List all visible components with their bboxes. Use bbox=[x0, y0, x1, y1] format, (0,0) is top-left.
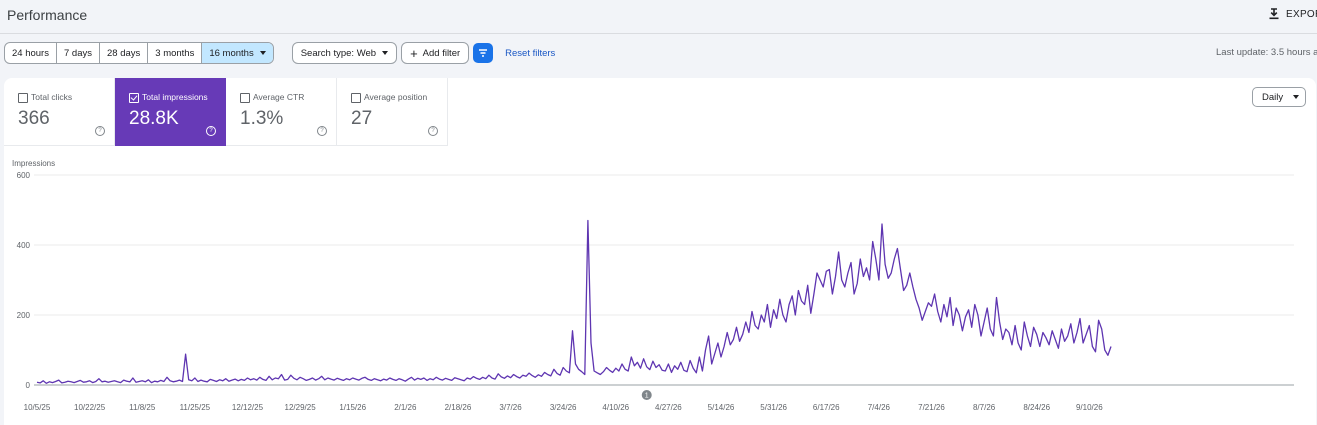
date-range-group: 24 hours 7 days 28 days 3 months 16 mont… bbox=[4, 42, 274, 64]
annotation-label: 1 bbox=[645, 393, 649, 400]
metric-value: 1.3% bbox=[240, 108, 284, 129]
x-tick-label: 10/5/25 bbox=[24, 403, 51, 412]
help-icon[interactable]: ? bbox=[317, 126, 327, 136]
x-tick-label: 1/15/26 bbox=[339, 403, 366, 412]
help-icon[interactable]: ? bbox=[206, 126, 216, 136]
y-axis-ticks: 0 200 400 600 bbox=[17, 171, 31, 390]
top-bar: Performance EXPORT bbox=[0, 0, 1317, 32]
metric-label: Total clicks bbox=[31, 92, 73, 102]
x-tick-label: 7/21/26 bbox=[918, 403, 945, 412]
checkbox[interactable] bbox=[351, 93, 361, 103]
x-tick-label: 12/12/25 bbox=[232, 403, 264, 412]
filter-settings-button[interactable] bbox=[473, 43, 494, 63]
metric-value: 366 bbox=[18, 108, 50, 129]
filter-bar: 24 hours 7 days 28 days 3 months 16 mont… bbox=[4, 42, 555, 64]
reset-filters-link[interactable]: Reset filters bbox=[505, 47, 556, 59]
x-tick-label: 9/10/26 bbox=[1076, 403, 1103, 412]
y-axis-label: Impressions bbox=[12, 159, 55, 168]
chevron-down-icon bbox=[259, 51, 266, 55]
help-icon[interactable]: ? bbox=[95, 126, 105, 136]
metric-label: Total impressions bbox=[142, 92, 208, 102]
y-tick-label: 600 bbox=[17, 171, 31, 180]
metric-average-ctr[interactable]: Average CTR 1.3% ? bbox=[226, 78, 337, 146]
y-tick-label: 400 bbox=[17, 241, 31, 250]
range-28-days[interactable]: 28 days bbox=[100, 43, 149, 63]
metric-label: Average position bbox=[364, 92, 428, 102]
chart-annotation-marker[interactable]: 1 bbox=[641, 390, 652, 400]
add-filter-button[interactable]: + Add filter bbox=[401, 42, 470, 64]
x-tick-label: 12/29/25 bbox=[285, 403, 317, 412]
help-icon[interactable]: ? bbox=[428, 126, 438, 136]
y-tick-label: 0 bbox=[26, 381, 31, 390]
x-tick-label: 11/25/25 bbox=[180, 403, 211, 412]
x-tick-label: 2/18/26 bbox=[445, 403, 472, 412]
x-tick-label: 3/24/26 bbox=[550, 403, 577, 412]
granularity-label: Daily bbox=[1262, 91, 1284, 103]
y-tick-label: 200 bbox=[17, 311, 31, 320]
search-type-dropdown[interactable]: Search type: Web bbox=[291, 42, 398, 64]
export-label: EXPORT bbox=[1286, 8, 1317, 20]
chevron-down-icon bbox=[1293, 95, 1300, 99]
performance-card: Total clicks 366 ? Total impressions 28.… bbox=[4, 78, 1316, 425]
metric-average-position[interactable]: Average position 27 ? bbox=[337, 78, 448, 146]
x-tick-label: 2/1/26 bbox=[394, 403, 417, 412]
metric-value: 28.8K bbox=[129, 108, 179, 129]
chevron-down-icon bbox=[382, 51, 389, 55]
filter-list-icon bbox=[479, 49, 488, 57]
x-tick-label: 10/22/25 bbox=[74, 403, 106, 412]
x-tick-label: 5/14/26 bbox=[708, 403, 735, 412]
header-divider bbox=[0, 33, 1317, 34]
granularity-dropdown[interactable]: Daily bbox=[1252, 87, 1306, 107]
checkbox[interactable] bbox=[18, 93, 28, 103]
metric-tabs: Total clicks 366 ? Total impressions 28.… bbox=[4, 78, 448, 146]
last-update-text: Last update: 3.5 hours ago bbox=[1216, 47, 1317, 58]
range-16-months-label: 16 months bbox=[209, 47, 254, 59]
range-16-months[interactable]: 16 months bbox=[202, 43, 273, 63]
x-tick-label: 3/7/26 bbox=[499, 403, 522, 412]
metric-total-impressions[interactable]: Total impressions 28.8K ? bbox=[115, 78, 226, 146]
add-filter-label: Add filter bbox=[422, 47, 461, 59]
x-tick-label: 8/7/26 bbox=[973, 403, 996, 412]
metric-total-clicks[interactable]: Total clicks 366 ? bbox=[4, 78, 115, 146]
x-tick-label: 11/8/25 bbox=[129, 403, 156, 412]
annotation-circle[interactable] bbox=[641, 390, 652, 400]
x-axis-ticks: 10/5/25 10/22/25 11/8/25 11/25/25 12/12/25 12… bbox=[24, 403, 1104, 412]
range-7-days[interactable]: 7 days bbox=[57, 43, 100, 63]
range-24-hours[interactable]: 24 hours bbox=[5, 43, 57, 63]
x-tick-label: 4/10/26 bbox=[602, 403, 629, 412]
export-button[interactable]: EXPORT bbox=[1268, 8, 1317, 20]
page-title: Performance bbox=[7, 7, 88, 23]
impressions-series-line[interactable] bbox=[36, 219, 1112, 384]
x-tick-label: 6/17/26 bbox=[813, 403, 840, 412]
plus-icon: + bbox=[410, 45, 418, 61]
metric-value: 27 bbox=[351, 108, 373, 129]
metric-label: Average CTR bbox=[253, 92, 305, 102]
checkbox[interactable] bbox=[240, 93, 250, 103]
search-type-label: Search type: Web bbox=[300, 47, 377, 59]
chart-grid bbox=[34, 174, 1294, 386]
download-icon bbox=[1269, 8, 1279, 20]
x-tick-label: 7/4/26 bbox=[868, 403, 891, 412]
x-tick-label: 5/31/26 bbox=[760, 403, 787, 412]
x-tick-label: 4/27/26 bbox=[655, 403, 682, 412]
x-tick-label: 8/24/26 bbox=[1023, 403, 1050, 412]
checkbox[interactable] bbox=[129, 93, 139, 103]
range-3-months[interactable]: 3 months bbox=[148, 43, 203, 63]
